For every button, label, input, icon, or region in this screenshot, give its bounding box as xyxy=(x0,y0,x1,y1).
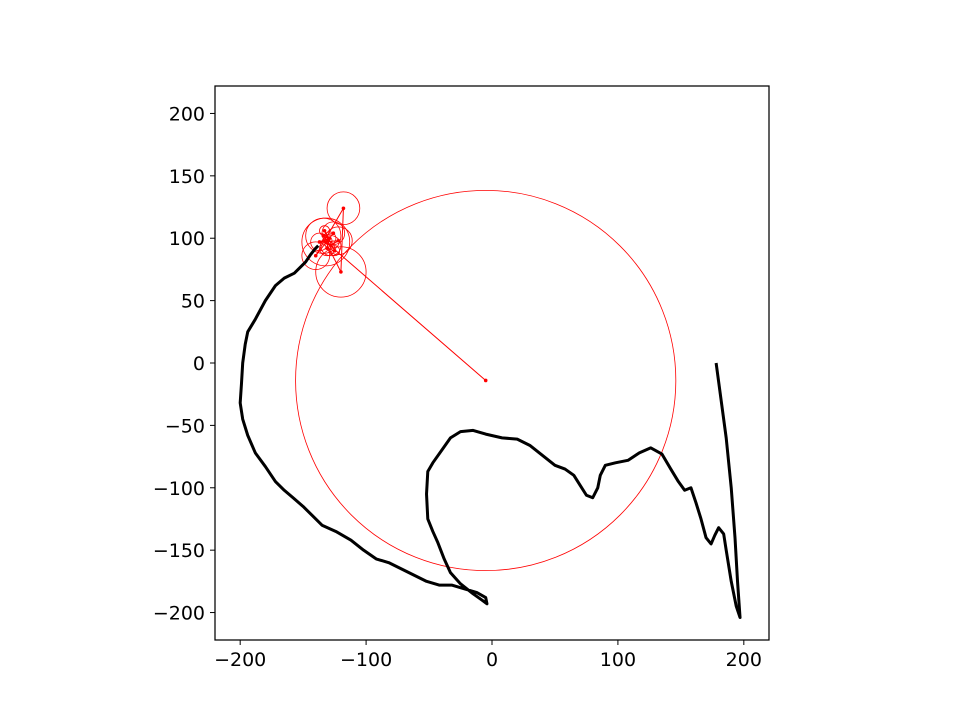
y-axis: −200 −150 −100 −50 0 50 100 150 200 xyxy=(153,103,215,625)
epicycle-joint xyxy=(336,238,341,243)
y-tick-label: 50 xyxy=(181,291,205,313)
epicycle-joint xyxy=(317,240,322,244)
y-tick-label: −150 xyxy=(153,540,205,562)
epicycle-circle xyxy=(295,189,677,571)
y-tick-label: −200 xyxy=(153,603,205,625)
epicycle-joint xyxy=(325,246,329,251)
epicycle-joint xyxy=(331,231,336,236)
drawn-path-layer xyxy=(238,244,742,620)
drawn-path-line xyxy=(238,244,742,620)
epicycle-joint xyxy=(339,270,343,274)
y-tick-label: 100 xyxy=(169,228,205,250)
x-tick-label: 200 xyxy=(726,649,762,671)
x-tick-label: −200 xyxy=(214,649,266,671)
epicycle-circle xyxy=(326,191,361,226)
x-tick-label: 0 xyxy=(486,649,498,671)
y-tick-label: 0 xyxy=(193,353,205,375)
epicycle-joint xyxy=(483,378,488,383)
y-tick-label: 200 xyxy=(169,103,205,125)
epicycle-circle xyxy=(329,245,341,257)
y-tick-label: −100 xyxy=(153,478,205,500)
epicycle-joint xyxy=(329,243,333,248)
x-tick-label: 100 xyxy=(600,649,636,671)
epicycle-joint xyxy=(332,248,337,253)
x-tick-label: −100 xyxy=(340,649,392,671)
y-tick-label: −50 xyxy=(165,415,205,437)
epicycle-joint xyxy=(326,238,331,243)
epicycle-joint xyxy=(341,206,346,211)
epicycle-layer xyxy=(295,189,677,571)
epicycle-circle xyxy=(305,217,342,254)
epicycle-joint xyxy=(321,233,326,238)
epicycle-joint xyxy=(313,253,318,258)
y-tick-label: 150 xyxy=(169,166,205,188)
x-axis: −200 −100 0 100 200 xyxy=(214,640,762,671)
epicycle-joint xyxy=(322,228,327,233)
